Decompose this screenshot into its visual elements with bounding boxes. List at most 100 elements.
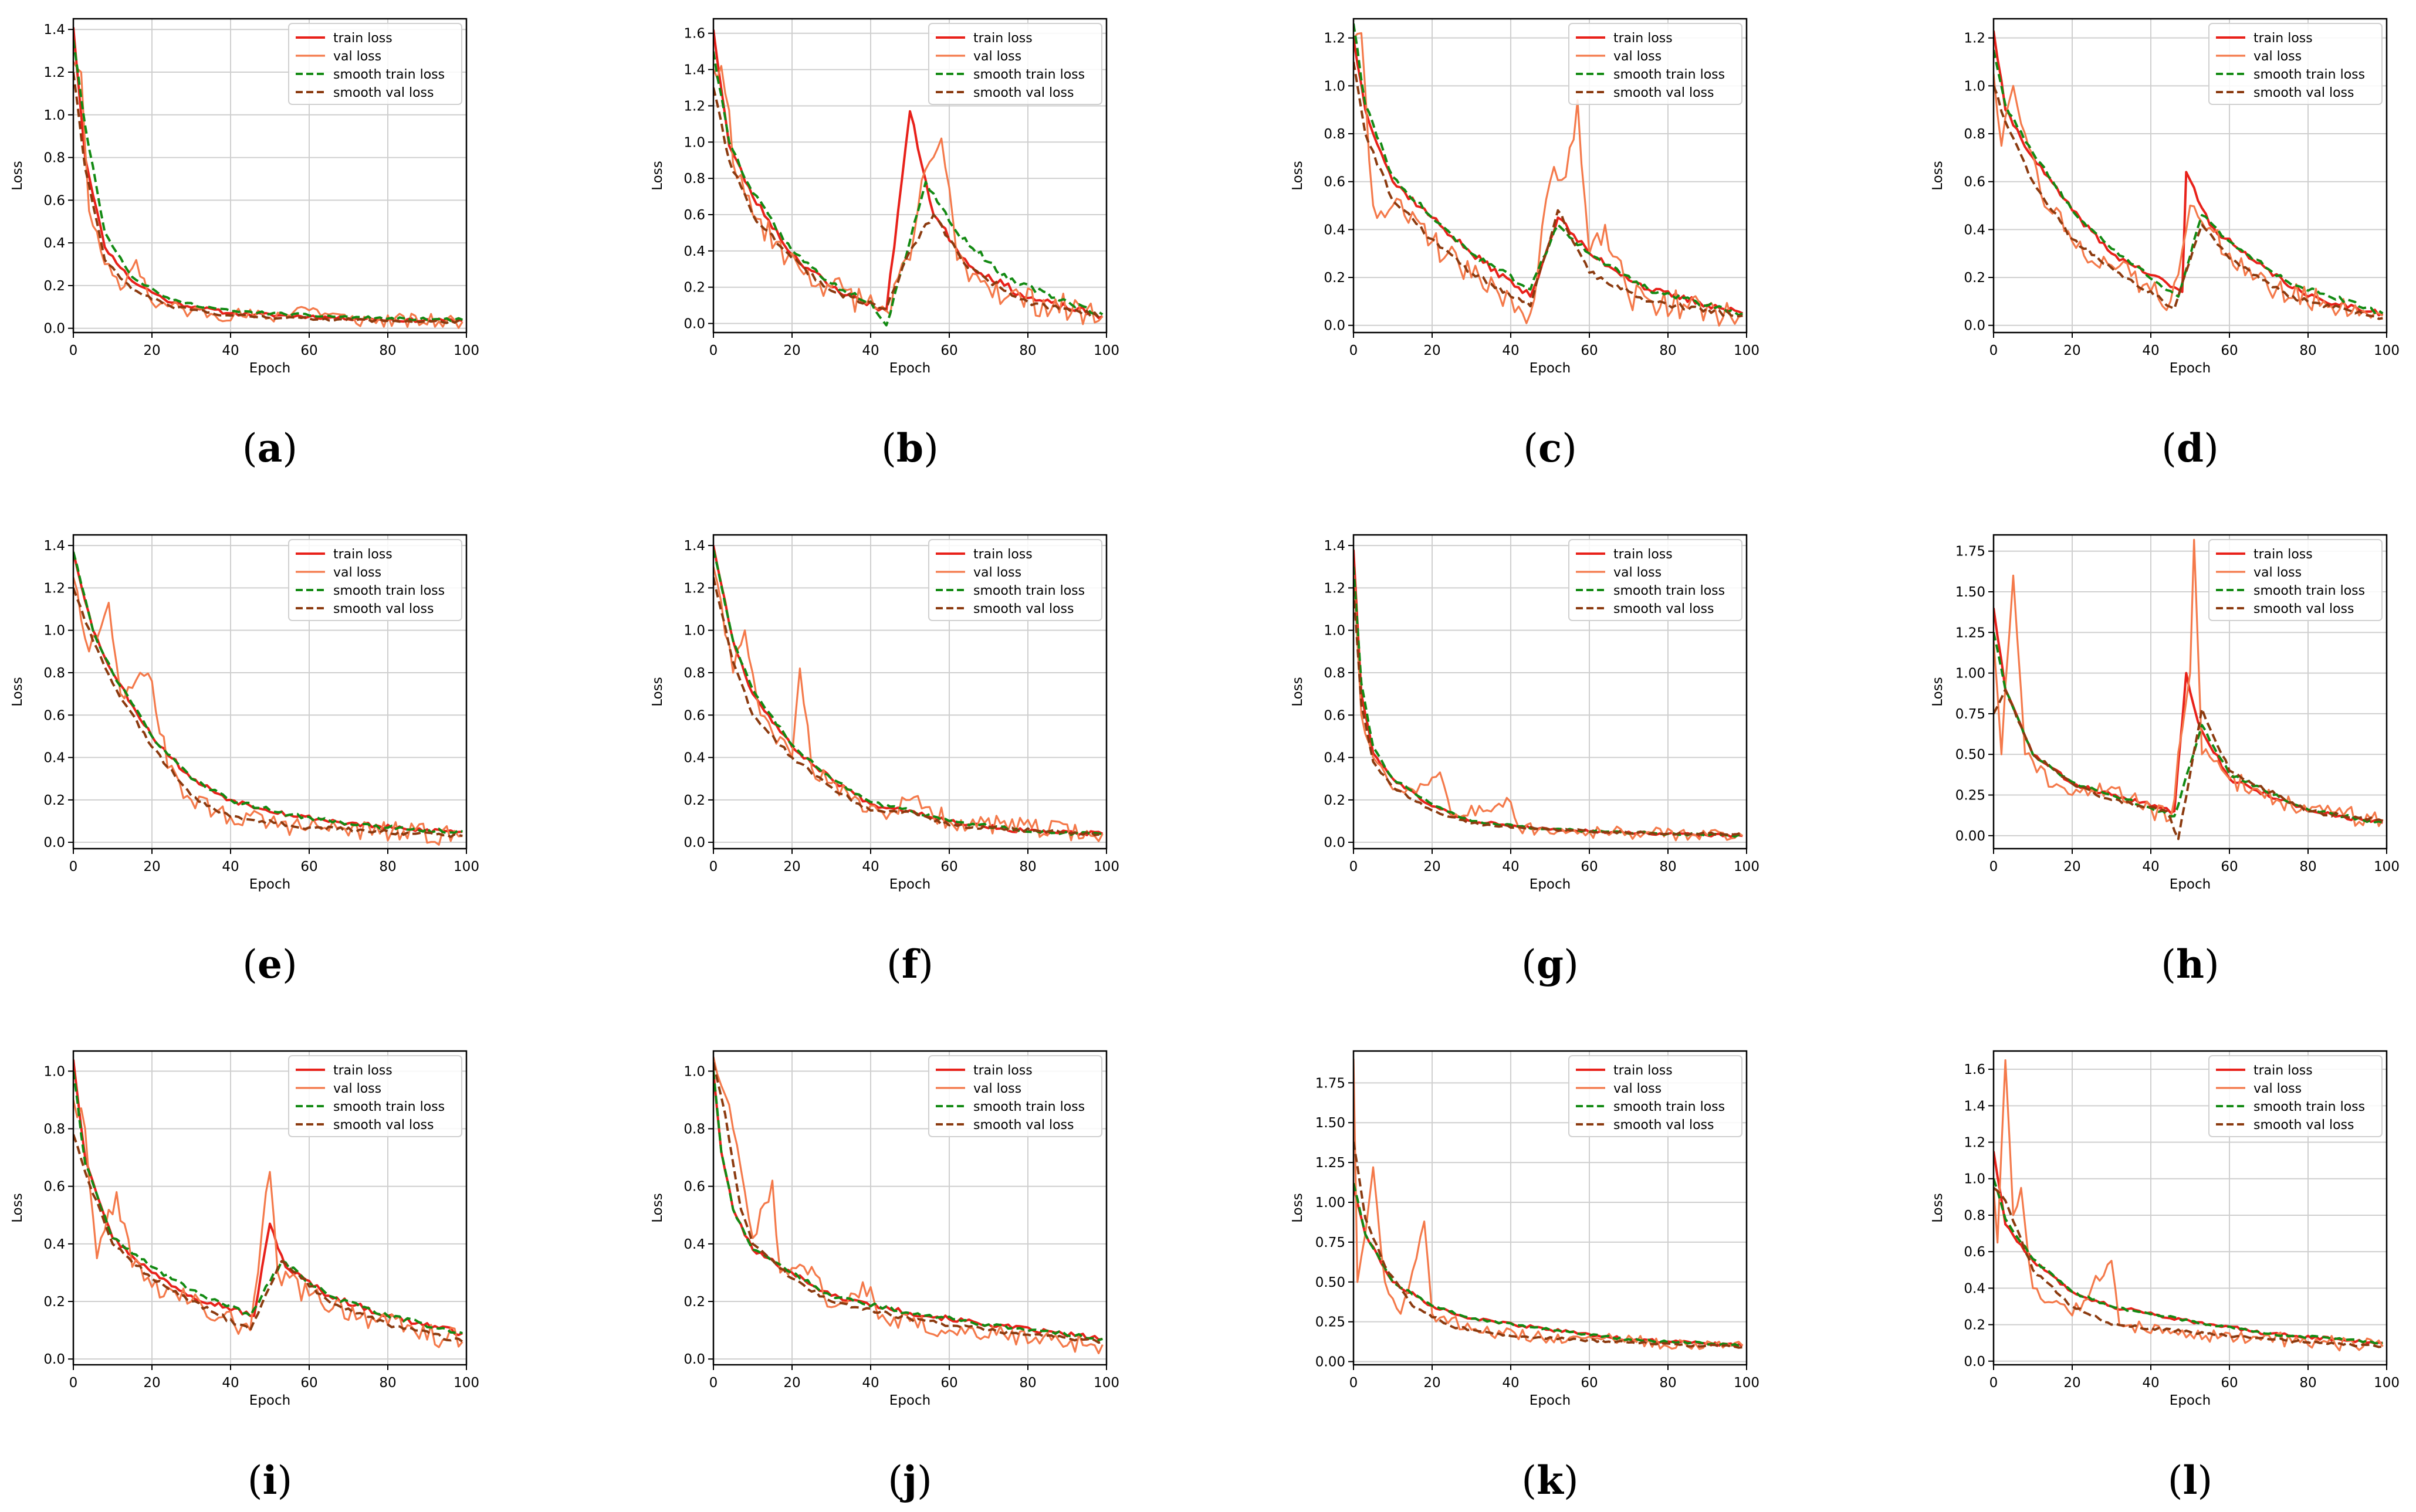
chart-panel-j: 0 20 40 60 80 100 0.0 0.2 0.4 0.6 0.8 1.0 Epoch Loss t… bbox=[650, 1050, 1119, 1503]
chart-panel-b: 0 20 40 60 80 100 0.0 0.2 0.4 0.6 0.8 1.0 1.2 1.4 1.6 E… bbox=[650, 18, 1119, 471]
y-axis-label: Loss bbox=[1930, 1193, 1945, 1222]
y-tick-label: 0.0 bbox=[683, 1352, 705, 1367]
x-axis-label: Epoch bbox=[2170, 1393, 2211, 1408]
legend-label: train loss bbox=[1613, 1063, 1673, 1078]
x-tick-label: 60 bbox=[1581, 859, 1598, 874]
y-tick-label: 0.25 bbox=[1955, 788, 1985, 804]
series-val bbox=[73, 577, 463, 846]
y-tick-label: 1.2 bbox=[683, 99, 705, 114]
panel-label: (l) bbox=[2168, 1457, 2213, 1503]
x-tick-label: 20 bbox=[143, 343, 160, 358]
legend-label: smooth val loss bbox=[2253, 86, 2354, 100]
chart-panel-c: 0 20 40 60 80 100 0.0 0.2 0.4 0.6 0.8 1.0 1.2 Epoch Lo… bbox=[1290, 18, 1759, 471]
x-tick-label: 20 bbox=[143, 859, 160, 874]
y-tick-label: 1.4 bbox=[43, 538, 65, 554]
legend-label: smooth train loss bbox=[2253, 584, 2365, 598]
legend-label: train loss bbox=[2253, 547, 2313, 562]
x-tick-label: 20 bbox=[2063, 343, 2080, 358]
series-smooth-val bbox=[1994, 1186, 2383, 1348]
series-smooth-train bbox=[1994, 1178, 2383, 1345]
series-train bbox=[1994, 1151, 2383, 1345]
x-tick-label: 80 bbox=[1659, 343, 1676, 358]
y-axis-label: Loss bbox=[1290, 677, 1305, 706]
y-tick-label: 0.2 bbox=[683, 1294, 705, 1310]
panel-label: (k) bbox=[1521, 1457, 1578, 1503]
x-tick-label: 0 bbox=[709, 859, 718, 874]
x-tick-label: 40 bbox=[222, 343, 239, 358]
x-tick-label: 100 bbox=[2374, 1375, 2400, 1391]
y-axis-label: Loss bbox=[10, 677, 25, 706]
x-tick-label: 0 bbox=[709, 1375, 718, 1391]
x-axis-label: Epoch bbox=[1530, 877, 1571, 892]
y-tick-label: 0.8 bbox=[43, 151, 65, 166]
x-tick-label: 100 bbox=[1734, 343, 1759, 358]
y-tick-label: 1.0 bbox=[43, 108, 65, 123]
legend-box bbox=[288, 23, 462, 105]
legend-box bbox=[1568, 1055, 1742, 1137]
x-tick-label: 40 bbox=[2142, 1375, 2159, 1391]
legend-label: train loss bbox=[333, 547, 392, 562]
panel-label: (j) bbox=[888, 1457, 932, 1503]
axes-frame bbox=[1992, 534, 2388, 850]
series-smooth-val bbox=[1353, 588, 1743, 836]
legend-box bbox=[2208, 23, 2383, 105]
y-tick-label: 0.2 bbox=[43, 793, 65, 808]
legend-label: smooth train loss bbox=[2253, 1100, 2365, 1114]
x-tick-label: 60 bbox=[2221, 343, 2238, 358]
panel-label: (a) bbox=[242, 425, 297, 471]
y-axis-label: Loss bbox=[1930, 161, 1945, 190]
legend-label: smooth val loss bbox=[973, 602, 1074, 616]
legend-label: train loss bbox=[1613, 547, 1673, 562]
legend-label: train loss bbox=[333, 1063, 392, 1078]
legend: train loss val loss smooth train loss smoot… bbox=[1568, 23, 1742, 105]
panel-label: (g) bbox=[1521, 941, 1579, 987]
y-tick-label: 1.25 bbox=[1315, 1155, 1345, 1171]
x-axis-label: Epoch bbox=[249, 877, 290, 892]
series-smooth-val bbox=[713, 1062, 1103, 1344]
axes-frame bbox=[712, 18, 1108, 334]
x-tick-label: 100 bbox=[2374, 343, 2400, 358]
y-tick-label: 0.6 bbox=[683, 708, 705, 723]
series-val bbox=[1994, 538, 2384, 828]
chart-panel-f: 0 20 40 60 80 100 0.0 0.2 0.4 0.6 0.8 1.0 1.2 1.4 Epoc… bbox=[650, 534, 1119, 987]
x-tick-label: 40 bbox=[862, 343, 879, 358]
x-axis-label: Epoch bbox=[1530, 1393, 1571, 1408]
y-tick-label: 1.0 bbox=[43, 1064, 65, 1079]
series-smooth-val bbox=[713, 87, 1103, 318]
x-tick-label: 20 bbox=[783, 1375, 800, 1391]
legend-box bbox=[1568, 23, 1742, 105]
x-tick-label: 0 bbox=[1349, 343, 1358, 358]
y-tick-label: 0.6 bbox=[43, 193, 65, 208]
y-tick-label: 1.2 bbox=[1964, 1135, 1985, 1151]
x-tick-label: 40 bbox=[1502, 343, 1519, 358]
y-tick-label: 1.75 bbox=[1315, 1076, 1345, 1091]
series-smooth-train bbox=[1353, 23, 1744, 317]
y-tick-label: 0.2 bbox=[1324, 793, 1345, 808]
x-tick-label: 80 bbox=[2299, 859, 2316, 874]
y-tick-label: 0.2 bbox=[1324, 270, 1345, 286]
y-tick-label: 1.0 bbox=[1324, 79, 1345, 94]
y-tick-label: 0.0 bbox=[43, 1352, 65, 1367]
series-val bbox=[713, 65, 1104, 326]
y-tick-label: 0.4 bbox=[683, 751, 705, 766]
legend-label: smooth train loss bbox=[333, 584, 445, 598]
y-tick-label: 0.75 bbox=[1955, 707, 1985, 722]
x-tick-label: 100 bbox=[454, 343, 479, 358]
y-tick-label: 1.2 bbox=[1964, 31, 1985, 46]
legend-label: smooth val loss bbox=[973, 1118, 1074, 1133]
y-tick-label: 1.4 bbox=[1964, 1099, 1985, 1114]
x-tick-label: 60 bbox=[300, 343, 317, 358]
y-tick-label: 0.8 bbox=[43, 666, 65, 681]
x-tick-label: 20 bbox=[783, 859, 800, 874]
legend-label: smooth val loss bbox=[1613, 602, 1714, 616]
legend: train loss val loss smooth train loss smoot… bbox=[928, 1055, 1102, 1137]
legend: train loss val loss smooth train loss smoot… bbox=[2208, 1055, 2383, 1137]
legend-label: smooth train loss bbox=[1613, 67, 1725, 82]
legend: train loss val loss smooth train loss smoot… bbox=[1568, 1055, 1742, 1137]
y-tick-label: 1.2 bbox=[683, 581, 705, 596]
x-axis-label: Epoch bbox=[889, 877, 930, 892]
y-tick-label: 0.50 bbox=[1315, 1275, 1345, 1290]
y-tick-label: 0.8 bbox=[1964, 127, 1985, 142]
x-tick-label: 60 bbox=[2221, 1375, 2238, 1391]
x-tick-label: 80 bbox=[1019, 859, 1036, 874]
